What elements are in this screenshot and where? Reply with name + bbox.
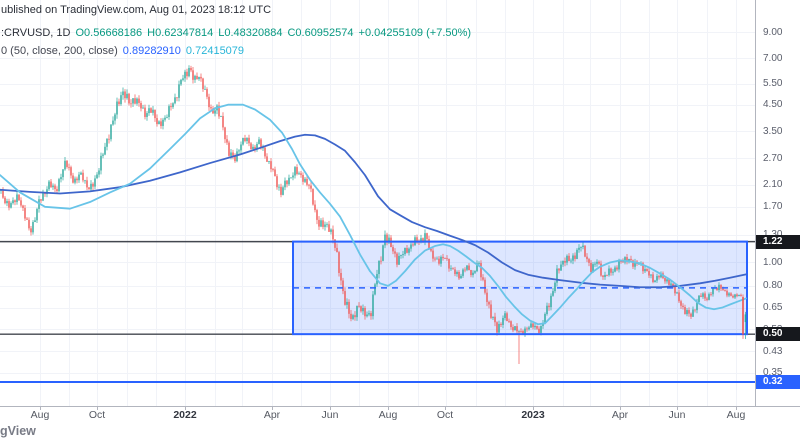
price-tick-label: 1.70 bbox=[763, 201, 783, 213]
ma-fast-value: 0.72415079 bbox=[185, 45, 245, 57]
price-level-badge: 0.32 bbox=[756, 375, 800, 389]
tradingview-watermark: gView bbox=[0, 424, 36, 438]
time-axis-label: Aug bbox=[30, 409, 50, 421]
time-axis-label: Apr bbox=[611, 409, 629, 421]
ma-indicator-label[interactable]: 0 (50, close, 200, close) bbox=[1, 45, 118, 57]
time-tick-mark bbox=[677, 407, 678, 410]
time-tick-mark bbox=[185, 407, 186, 410]
price-level-badge: 1.22 bbox=[756, 234, 800, 249]
time-tick-mark bbox=[620, 407, 621, 410]
time-tick-mark bbox=[97, 407, 98, 410]
time-axis-label: Jun bbox=[321, 409, 339, 421]
time-tick-mark bbox=[40, 407, 41, 410]
published-text: ublished on TradingView.com, Aug 01, 202… bbox=[1, 4, 272, 16]
price-tick-label: 0.80 bbox=[763, 280, 783, 292]
time-tick-mark bbox=[533, 407, 534, 410]
ohlc-change: +0.04255109 (+7.50%) bbox=[358, 27, 472, 39]
time-axis-label: 2022 bbox=[173, 409, 197, 421]
time-axis[interactable]: Aug Oct 2022 Apr Jun Aug Oct 2023 Apr Jun Aug bbox=[0, 406, 800, 421]
ohlc-low: L0.48320884 bbox=[218, 27, 283, 39]
price-tick-label: 0.43 bbox=[763, 345, 783, 357]
ma-slow-value: 0.89282910 bbox=[122, 45, 181, 57]
time-axis-label: Oct bbox=[436, 409, 454, 421]
price-axis[interactable]: 9.007.005.504.503.502.702.101.701.301.00… bbox=[755, 0, 800, 420]
price-tick-label: 2.70 bbox=[763, 152, 783, 164]
price-level-badge: 0.50 bbox=[756, 327, 800, 342]
time-tick-mark bbox=[445, 407, 446, 410]
ohlc-high: H0.62347814 bbox=[147, 27, 214, 39]
ohlc-close: C0.60952574 bbox=[287, 27, 354, 39]
symbol-name[interactable]: :CRVUSD, 1D bbox=[1, 27, 71, 39]
price-tick-label: 5.50 bbox=[763, 78, 783, 90]
price-tick-label: 4.50 bbox=[763, 99, 783, 111]
price-tick-label: 2.10 bbox=[763, 179, 783, 191]
time-tick-mark bbox=[330, 407, 331, 410]
price-tick-label: 7.00 bbox=[763, 52, 783, 64]
time-tick-mark bbox=[388, 407, 389, 410]
ohlc-open: O0.56668186 bbox=[75, 27, 143, 39]
time-axis-label: Aug bbox=[726, 409, 746, 421]
price-tick-label: 3.50 bbox=[763, 125, 783, 137]
price-tick-label: 9.00 bbox=[763, 26, 783, 38]
time-axis-label: Apr bbox=[263, 409, 281, 421]
time-axis-label: 2023 bbox=[521, 409, 545, 421]
published-line: ublished on TradingView.com, Aug 01, 202… bbox=[1, 4, 276, 16]
price-tick-label: 0.65 bbox=[763, 302, 783, 314]
time-axis-label: Oct bbox=[88, 409, 106, 421]
time-tick-mark bbox=[272, 407, 273, 410]
price-tick-label: 0.35 bbox=[763, 367, 783, 379]
ma-indicator-legend[interactable]: 0 (50, close, 200, close) 0.89282910 0.724… bbox=[1, 45, 249, 57]
time-axis-label: Jun bbox=[668, 409, 686, 421]
time-axis-label: Aug bbox=[378, 409, 398, 421]
symbol-legend[interactable]: :CRVUSD, 1D O0.56668186 H0.62347814 L0.4832… bbox=[1, 27, 476, 39]
time-tick-mark bbox=[736, 407, 737, 410]
price-tick-label: 1.00 bbox=[763, 256, 783, 268]
